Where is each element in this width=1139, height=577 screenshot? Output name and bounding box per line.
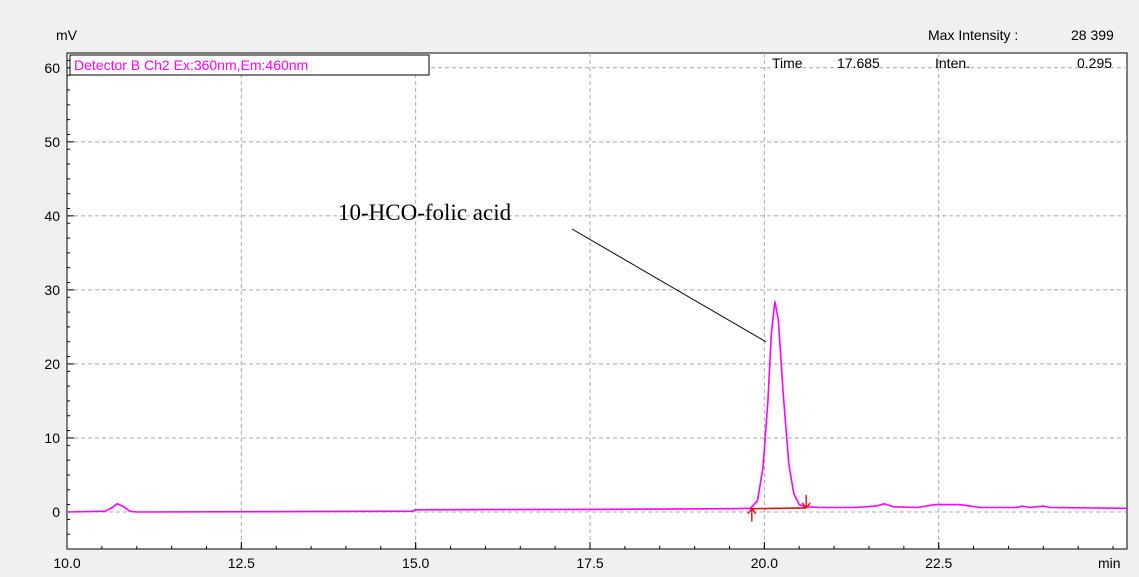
series-line: [66, 300, 1128, 513]
grid-lines: [67, 53, 1127, 549]
max-intensity-value: 28 399: [1071, 27, 1114, 43]
y-tick-label: 60: [44, 60, 60, 76]
y-tick-label: 20: [44, 356, 60, 372]
y-unit-label: mV: [56, 27, 78, 43]
y-tick-label: 0: [52, 504, 60, 520]
y-tick-label: 10: [44, 430, 60, 446]
detector-label: Detector B Ch2 Ex:360nm,Em:460nm: [74, 57, 308, 73]
axes: 10.0 12.5 15.0 17.5 20.0 22.5 0 10 20 30 40 50 60: [44, 60, 1114, 571]
annotation-leader-line: [571, 228, 767, 343]
integration-baseline: [751, 507, 807, 510]
x-tick-label: 22.5: [925, 555, 952, 571]
inten-value: 0.295: [1077, 55, 1112, 71]
detector-label-box: [69, 54, 430, 76]
time-value: 17.685: [837, 55, 880, 71]
x-tick-label: 12.5: [228, 555, 255, 571]
plot-area: [66, 52, 1128, 550]
peak-end-marker: [801, 494, 811, 510]
time-label: Time: [772, 55, 803, 71]
y-tick-label: 30: [44, 282, 60, 298]
peak-start-marker: [747, 507, 757, 522]
x-tick-label: 17.5: [576, 555, 603, 571]
max-intensity-label: Max Intensity :: [928, 27, 1018, 43]
y-tick-label: 50: [44, 134, 60, 150]
x-tick-label: 15.0: [402, 555, 429, 571]
x-unit-label: min: [1098, 555, 1121, 571]
peak-annotation: 10-HCO-folic acid: [338, 200, 512, 225]
inten-label: Inten.: [935, 55, 970, 71]
series-marks: [66, 300, 1128, 522]
y-tick-label: 40: [44, 208, 60, 224]
x-tick-label: 10.0: [53, 555, 80, 571]
x-tick-label: 20.0: [751, 555, 778, 571]
